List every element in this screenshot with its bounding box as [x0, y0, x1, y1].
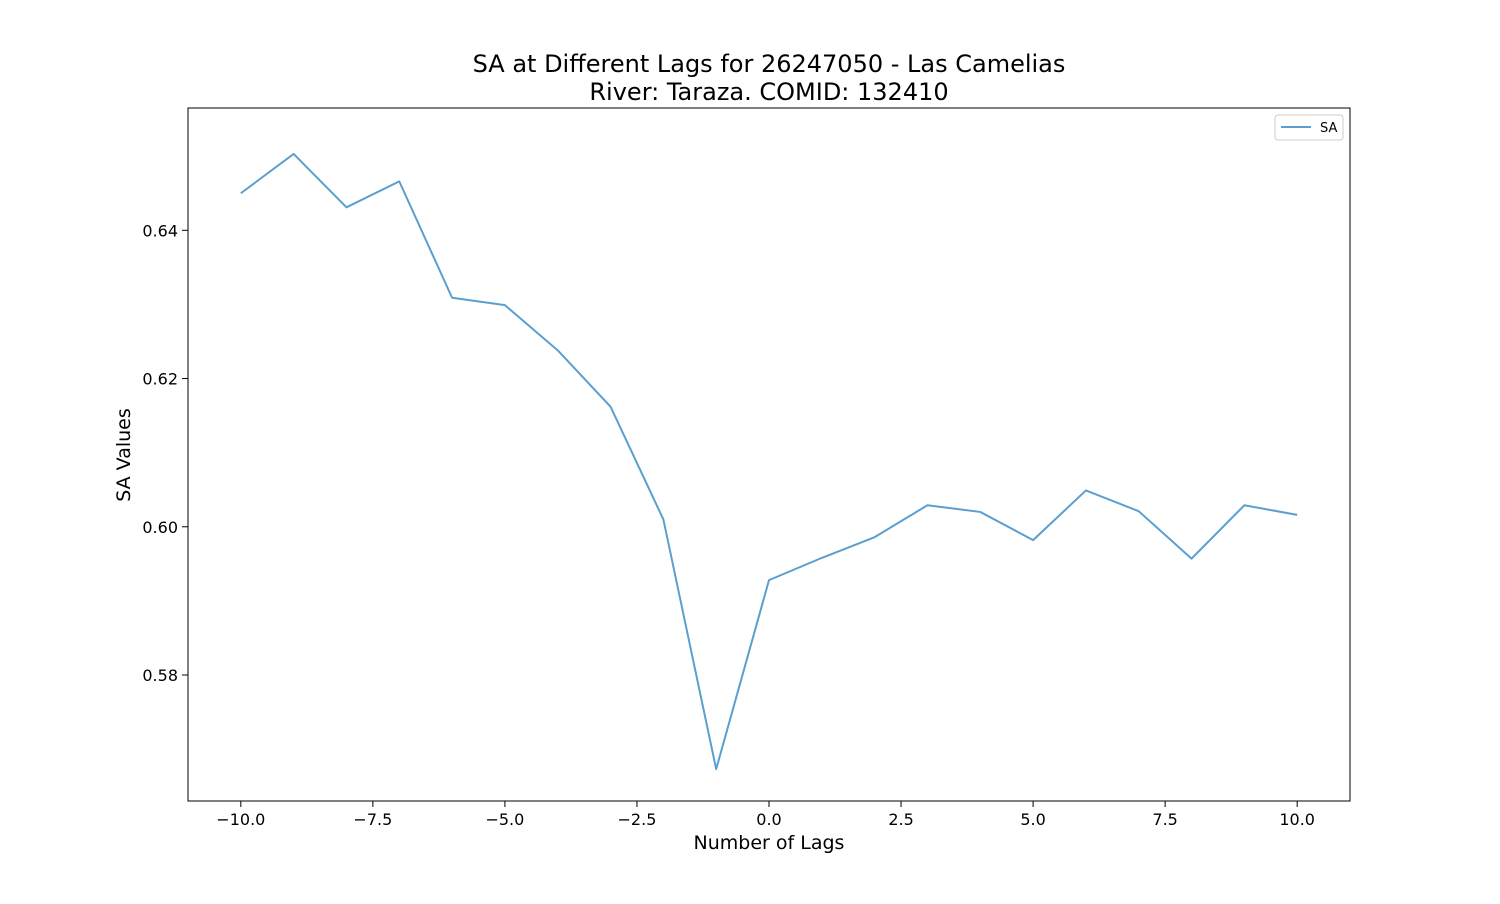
data-point	[451, 296, 454, 299]
x-tick-label: 5.0	[1020, 810, 1045, 829]
y-tick-label: 0.58	[142, 666, 178, 685]
legend-label-sa: SA	[1320, 121, 1337, 136]
x-tick-label: −7.5	[353, 810, 392, 829]
data-point	[715, 768, 718, 771]
data-point	[873, 536, 876, 539]
data-point	[1137, 510, 1140, 513]
x-tick-label: 2.5	[888, 810, 913, 829]
legend: SA	[1274, 114, 1344, 141]
data-point	[820, 556, 823, 559]
chart-title-line-1: SA at Different Lags for 26247050 - Las …	[473, 50, 1066, 78]
data-point	[768, 579, 771, 582]
data-point	[1296, 513, 1299, 516]
data-point	[926, 504, 929, 507]
series-line-sa	[240, 152, 1298, 771]
x-tick-label: 10.0	[1279, 810, 1315, 829]
x-tick-label: 0.0	[756, 810, 781, 829]
x-axis-label: Number of Lags	[694, 832, 845, 854]
y-axis-label: SA Values	[113, 408, 135, 502]
data-point	[556, 349, 559, 352]
y-tick-label: 0.64	[142, 221, 178, 240]
data-point	[1032, 539, 1035, 542]
x-tick-label: −5.0	[485, 810, 524, 829]
x-tick-label: −2.5	[618, 810, 657, 829]
y-axis-ticks: 0.58 0.60 0.62 0.64	[142, 221, 188, 685]
y-tick-label: 0.60	[142, 518, 178, 537]
data-point	[345, 206, 348, 209]
data-point	[609, 405, 612, 408]
series-layer	[239, 152, 1299, 771]
data-point	[239, 192, 242, 195]
chart-title: SA at Different Lags for 26247050 - Las …	[473, 50, 1066, 106]
x-tick-label: −10.0	[216, 810, 265, 829]
data-point	[1084, 489, 1087, 492]
plot-area-frame	[187, 107, 1351, 802]
data-point	[398, 180, 401, 183]
x-tick-label: 7.5	[1152, 810, 1177, 829]
data-point	[292, 152, 295, 155]
data-point	[979, 510, 982, 513]
chart-title-line-2: River: Taraza. COMID: 132410	[589, 78, 948, 106]
data-point	[662, 518, 665, 521]
data-point	[1190, 557, 1193, 560]
data-point	[1243, 504, 1246, 507]
x-axis-ticks: −10.0 −7.5 −5.0 −2.5 0.0 2.5 5.0 7.5 10.0	[216, 801, 1315, 829]
data-point	[503, 304, 506, 307]
y-tick-label: 0.62	[142, 370, 178, 389]
